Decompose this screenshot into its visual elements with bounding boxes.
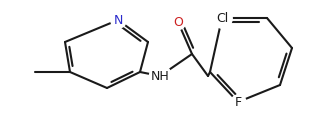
Text: NH: NH xyxy=(151,69,169,83)
Text: F: F xyxy=(234,95,242,109)
Text: Cl: Cl xyxy=(216,12,228,24)
Text: O: O xyxy=(173,16,183,29)
Text: N: N xyxy=(113,13,123,27)
